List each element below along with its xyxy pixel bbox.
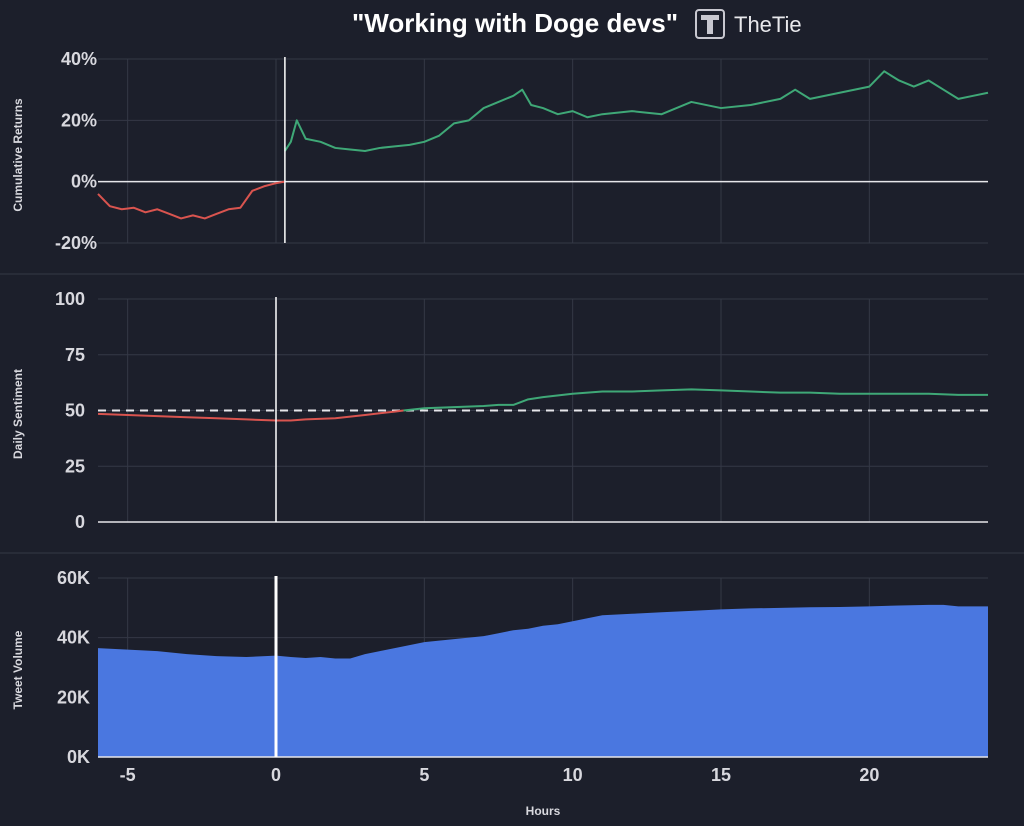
- sentiment-panel: 0 25 50 75 100: [55, 289, 988, 532]
- sentiment-y-tick-label: 75: [65, 345, 85, 365]
- returns-y-tick-label: 40%: [61, 49, 97, 69]
- returns-y-tick-label: -20%: [55, 233, 97, 253]
- sentiment-y-tick-label: 0: [75, 512, 85, 532]
- x-tick-label: -5: [120, 765, 136, 785]
- sentiment-y-tick-label: 50: [65, 401, 85, 421]
- x-tick-label: 0: [271, 765, 281, 785]
- returns-post-event-line: [284, 70, 989, 152]
- x-axis-label: Hours: [526, 804, 561, 818]
- returns-y-tick-label: 20%: [61, 110, 97, 130]
- volume-panel: 0K 20K 40K 60K -5 0 5 10 15 20: [57, 568, 988, 785]
- returns-pre-event-line: [97, 180, 286, 220]
- x-tick-label: 15: [711, 765, 731, 785]
- x-tick-label: 10: [563, 765, 583, 785]
- sentiment-y-tick-label: 25: [65, 456, 85, 476]
- thetie-logo-icon: [695, 9, 725, 39]
- brand-name: TheTie: [734, 12, 802, 37]
- chart-title: "Working with Doge devs": [352, 8, 678, 38]
- volume-y-tick-label: 0K: [67, 747, 90, 767]
- sentiment-post-event-line: [403, 388, 988, 412]
- volume-y-tick-label: 60K: [57, 568, 90, 588]
- volume-y-axis-label: Tweet Volume: [11, 630, 25, 709]
- volume-y-tick-label: 20K: [57, 687, 90, 707]
- sentiment-y-axis-label: Daily Sentiment: [11, 369, 25, 459]
- tweet-volume-area: [98, 604, 988, 757]
- returns-y-tick-label: 0%: [71, 172, 97, 192]
- x-tick-label: 5: [419, 765, 429, 785]
- sentiment-y-tick-label: 100: [55, 289, 85, 309]
- returns-y-axis-label: Cumulative Returns: [11, 98, 25, 212]
- returns-panel: -20% 0% 20% 40%: [55, 49, 989, 253]
- volume-y-tick-label: 40K: [57, 628, 90, 648]
- x-tick-label: 20: [859, 765, 879, 785]
